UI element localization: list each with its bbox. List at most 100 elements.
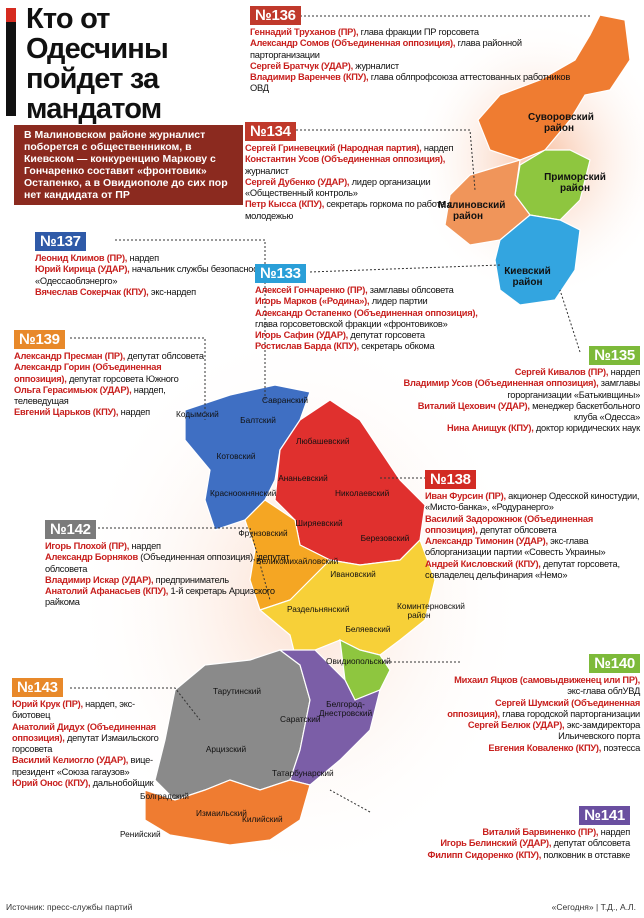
region-label: Измаильский xyxy=(196,808,247,818)
connector xyxy=(70,687,201,721)
candidate: Игорь Плохой (ПР), нардеп xyxy=(45,541,305,552)
candidate: Юрий Кирица (УДАР), начальник службы без… xyxy=(35,264,270,287)
candidate-name: Анатолий Афанасьев (КПУ), xyxy=(45,586,169,597)
candidate-role: нардеп, экс-биотовец xyxy=(12,699,135,721)
candidate: Константин Усов (Объединенная оппозиция)… xyxy=(245,154,480,177)
connector xyxy=(98,527,271,601)
region-label: Ивановский xyxy=(330,569,376,579)
candidate: Александр Пресман (ПР), депутат облсовет… xyxy=(14,351,204,362)
candidate: Сергей Дубенко (УДАР), лидер организации… xyxy=(245,177,480,200)
district-number: №136 xyxy=(250,6,301,25)
candidate: Вячеслав Сокерчак (КПУ), экс-нардеп xyxy=(35,287,270,298)
candidate-role: депутат облсовета xyxy=(553,838,631,849)
candidate-role: глава фракции ПР горсовета xyxy=(360,27,479,37)
region-label: Суворовский район xyxy=(528,112,594,134)
region-label: Березовский xyxy=(360,533,410,543)
candidate-name: Игорь Белинский (УДАР), xyxy=(440,838,552,849)
region-label: Любашевский xyxy=(296,436,350,446)
candidate-name: Филипп Сидоренко (КПУ), xyxy=(427,849,542,860)
candidate-name: Василий Келиогло (УДАР), xyxy=(12,755,129,766)
candidate: Александр Остапенко (Объединенная оппози… xyxy=(255,308,490,331)
candidate-name: Александр Остапенко (Объединенная оппози… xyxy=(255,307,478,318)
district: №133 Алексей Гончаренко (ПР), замглавы об… xyxy=(255,264,490,353)
candidate: Сергей Братчук (УДАР), журналист xyxy=(250,61,580,72)
candidate-role: 1-й секретарь Арцизского райкома xyxy=(45,586,275,608)
district: №138 Иван Фурсин (ПР), акционер Одесской … xyxy=(425,470,640,581)
region-label: Ренийский xyxy=(120,829,161,839)
candidate-name: Геннадий Труханов (ПР), xyxy=(250,27,359,37)
candidate-role: глава районной парторганизации xyxy=(250,38,522,60)
candidate-role: глава горсоветовской фракции «фронтовико… xyxy=(255,318,448,329)
candidate-name: Леонид Климов (ПР), xyxy=(35,253,128,263)
region-label: Фрунзовский xyxy=(238,528,288,538)
candidate: Игорь Белинский (УДАР), депутат облсовет… xyxy=(365,838,630,849)
candidate-role: менеджер баскетбольного клуба «Одесса» xyxy=(532,400,640,423)
connector xyxy=(296,129,476,191)
region-label: Арцизский xyxy=(205,744,247,754)
candidate: Игорь Сафин (УДАР), депутат горсовета xyxy=(255,330,490,341)
candidate: Леонид Климов (ПР), нардеп xyxy=(35,253,270,264)
district: №136 Геннадий Труханов (ПР), глава фракци… xyxy=(250,6,580,95)
candidate-name: Евгений Царьков (КПУ), xyxy=(14,407,119,418)
region-label: Кодымский xyxy=(176,409,219,419)
candidate-role: экс-замдиректора Ильичевского порта xyxy=(558,720,640,742)
candidate-name: Василий Задорожнюк (Объединенная оппозиц… xyxy=(425,513,594,535)
region-label: Великомихайловский xyxy=(256,556,339,566)
district: №143 Юрий Крук (ПР), нардеп, экс-биотовец… xyxy=(12,678,167,789)
candidate-role: экс-глава облорганизации партии «Совесть… xyxy=(425,536,606,558)
candidate-name: Сергей Братчук (УДАР), xyxy=(250,60,353,71)
candidate-name: Сергей Шумский (Объединенная оппозиция), xyxy=(447,697,640,719)
candidate-name: Александр Горин (Объединенная оппозиция)… xyxy=(14,362,162,384)
credit: «Сегодня» | Т.Д., А.Л. xyxy=(551,902,636,912)
candidate-name: Ольга Герасимьюк (УДАР), xyxy=(14,384,132,395)
candidate-name: Александр Борняков xyxy=(45,552,138,563)
candidate-role: лидер партии xyxy=(371,296,428,307)
candidate-name: Владимир Искар (УДАР), xyxy=(45,574,154,585)
district: №134 Сергей Гриневецкий (Народная партия)… xyxy=(245,122,480,222)
region-label: Малиновский район xyxy=(438,200,506,222)
district-number: №138 xyxy=(425,470,476,489)
candidate-role: депутат горсовета, совладелец дельфинари… xyxy=(425,558,620,581)
candidate: Александр Тимонин (УДАР), экс-глава обло… xyxy=(425,536,640,559)
region xyxy=(278,649,381,786)
candidate: Нина Анищук (КПУ), доктор юридических на… xyxy=(395,423,640,434)
candidate-name: Игорь Марков («Родина»), xyxy=(255,296,370,307)
candidate-role: депутат облсовета xyxy=(127,351,204,361)
connectors xyxy=(70,15,590,813)
region-label: Ширяевский xyxy=(295,518,343,528)
candidate-role: экс-глава облУВД xyxy=(567,686,640,697)
region-label: Котовский xyxy=(216,451,256,461)
candidate: Евгения Коваленко (КПУ), поэтесса xyxy=(445,743,640,754)
region-label: Саратский xyxy=(280,714,321,724)
district: №139 Александр Пресман (ПР), депутат облс… xyxy=(14,330,204,419)
candidate: Анатолий Дидух (Объединенная оппозиция),… xyxy=(12,722,167,756)
candidate-role: (Объединенная оппозиция), депутат облсов… xyxy=(45,552,290,574)
candidate-role: экс-нардеп xyxy=(150,286,196,297)
region-label: Белгород-Днестровский xyxy=(318,699,373,718)
candidate-role: полковник в отставке xyxy=(543,849,630,860)
candidate-role: нардеп xyxy=(120,407,151,418)
region-label: Красноокнянский xyxy=(210,488,277,498)
candidate-role: журналист xyxy=(355,60,399,71)
district-number: №135 xyxy=(589,346,640,365)
candidate-name: Владимир Варенчев (КПУ), xyxy=(250,72,369,83)
candidate-role: депутат горсовета Южного xyxy=(68,373,179,384)
region-label: Болградский xyxy=(140,791,189,801)
candidate: Александр Сомов (Объединенная оппозиция)… xyxy=(250,38,580,61)
candidate: Петр Кысса (КПУ), секретарь горкома по р… xyxy=(245,199,480,222)
candidate-role: журналист xyxy=(245,165,289,176)
candidate-name: Виталий Цехович (УДАР), xyxy=(417,400,530,411)
candidate-name: Сергей Гриневецкий (Народная партия), xyxy=(245,143,422,153)
candidate: Анатолий Афанасьев (КПУ), 1-й секретарь … xyxy=(45,586,305,609)
candidate-role: нардеп xyxy=(129,253,159,263)
candidate-role: глава облпрофсоюза аттестованных работни… xyxy=(250,72,571,94)
title-bar xyxy=(6,8,16,116)
candidate-role: нардеп xyxy=(600,827,631,837)
candidate-name: Игорь Сафин (УДАР), xyxy=(255,330,349,341)
region-label: Овидиопольский xyxy=(326,656,391,666)
candidate-name: Юрий Кирица (УДАР), xyxy=(35,264,130,275)
candidate-name: Анатолий Дидух (Объединенная оппозиция), xyxy=(12,721,156,743)
candidate-name: Александр Тимонин (УДАР), xyxy=(425,536,548,547)
candidate-name: Юрий Онос (КПУ), xyxy=(12,778,91,789)
region-label: Беляевский xyxy=(345,624,391,634)
